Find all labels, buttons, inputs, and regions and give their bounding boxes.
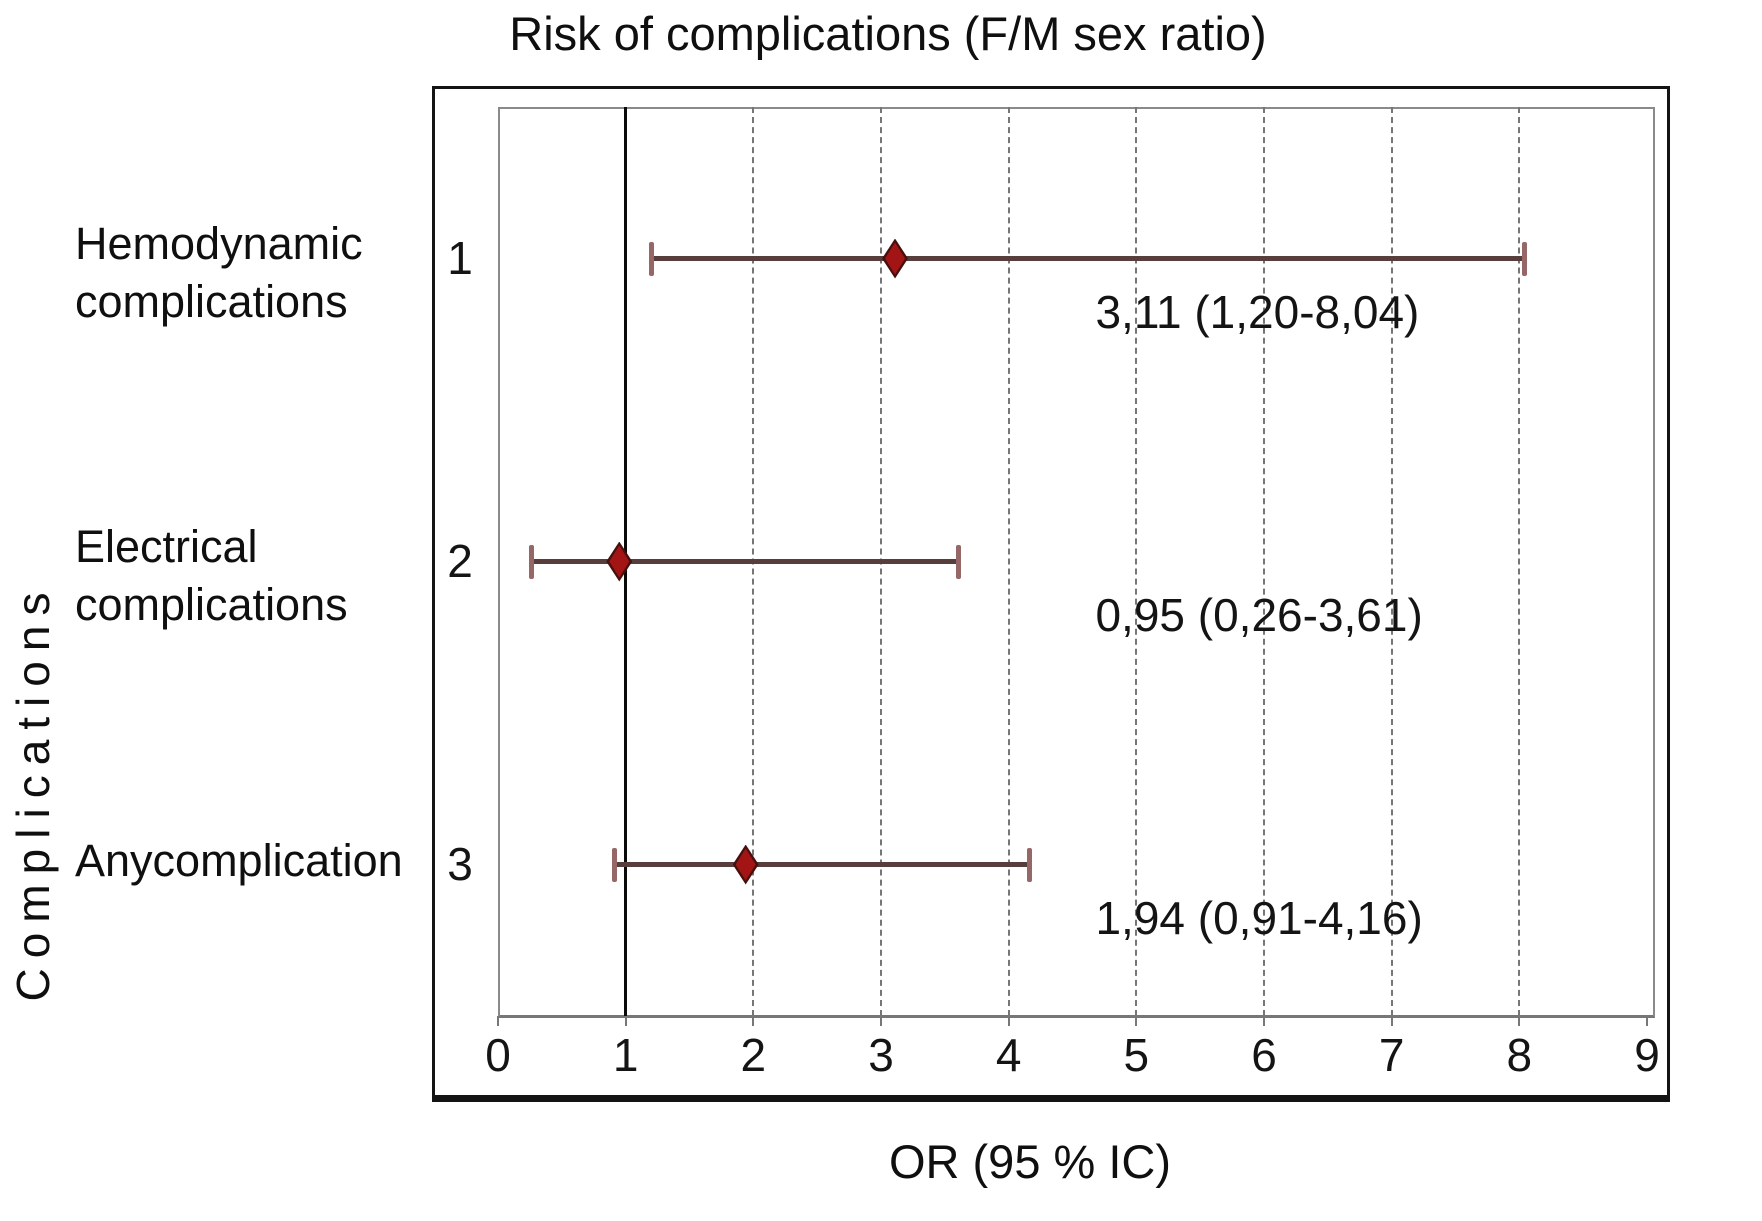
chart-title: Risk of complications (F/M sex ratio) xyxy=(509,7,1267,60)
x-tick-label: 7 xyxy=(1378,1029,1405,1081)
x-tick-label: 2 xyxy=(740,1029,767,1081)
x-tick-label: 1 xyxy=(612,1029,639,1081)
category-label: Anycomplication xyxy=(75,799,403,923)
gridline xyxy=(1007,107,1010,1016)
error-bar-cap-right xyxy=(956,544,962,579)
error-bar-cap-left xyxy=(611,847,617,882)
plot-outer-frame xyxy=(432,86,1670,1102)
x-tick xyxy=(497,1016,499,1026)
category-label-line: Electrical xyxy=(75,520,258,572)
x-tick-label: 6 xyxy=(1251,1029,1277,1081)
x-tick-label: 3 xyxy=(868,1029,894,1081)
or-marker-diamond-core xyxy=(885,242,906,275)
plot-inner-area xyxy=(498,107,1655,1018)
or-value-label: 0,95 (0,26-3,61) xyxy=(1095,588,1423,641)
x-tick xyxy=(1646,1016,1648,1026)
x-tick xyxy=(752,1016,755,1026)
gridline xyxy=(1518,107,1521,1016)
error-bar-cap-left xyxy=(528,544,534,579)
x-axis-label: OR (95 % IC) xyxy=(888,1135,1172,1188)
error-bar-cap-right xyxy=(1026,847,1032,882)
category-label-line: complications xyxy=(75,275,348,327)
category-label-line: Anycomplication xyxy=(75,834,403,886)
x-tick-label: 0 xyxy=(485,1029,511,1081)
category-label-line: Hemodynamic xyxy=(75,217,363,269)
x-tick-label: 5 xyxy=(1123,1029,1150,1081)
x-tick xyxy=(624,1016,627,1026)
x-tick xyxy=(1263,1016,1265,1026)
x-tick-label: 4 xyxy=(995,1029,1022,1081)
row-number: 2 xyxy=(447,534,473,587)
row-number: 1 xyxy=(447,231,473,284)
error-bar-cap-left xyxy=(648,241,654,276)
x-tick xyxy=(1518,1016,1521,1026)
or-marker-diamond xyxy=(732,844,759,885)
or-value-label: 1,94 (0,91-4,16) xyxy=(1095,891,1423,944)
x-tick xyxy=(1007,1016,1010,1026)
row-number: 3 xyxy=(447,837,473,890)
or-marker-diamond xyxy=(606,541,633,582)
category-label: Hemodynamic complications xyxy=(75,211,363,335)
gridline xyxy=(1390,107,1393,1016)
error-bar xyxy=(614,862,1030,867)
gridline xyxy=(1135,107,1138,1016)
gridline xyxy=(1263,107,1265,1016)
or-marker-diamond xyxy=(882,238,909,279)
or-marker-diamond-core xyxy=(609,545,630,578)
x-tick xyxy=(880,1016,882,1026)
or-marker-diamond-core xyxy=(735,848,756,881)
or-value-label: 3,11 (1,20-8,04) xyxy=(1095,285,1420,338)
x-tick-label: 9 xyxy=(1634,1029,1660,1081)
category-label: Electrical complications xyxy=(75,514,348,638)
error-bar xyxy=(651,256,1525,261)
x-tick xyxy=(1135,1016,1138,1026)
x-tick xyxy=(1390,1016,1393,1026)
error-bar-cap-right xyxy=(1521,241,1527,276)
x-tick-label: 8 xyxy=(1506,1029,1533,1081)
error-bar xyxy=(531,559,959,564)
category-label-line: complications xyxy=(75,578,348,630)
